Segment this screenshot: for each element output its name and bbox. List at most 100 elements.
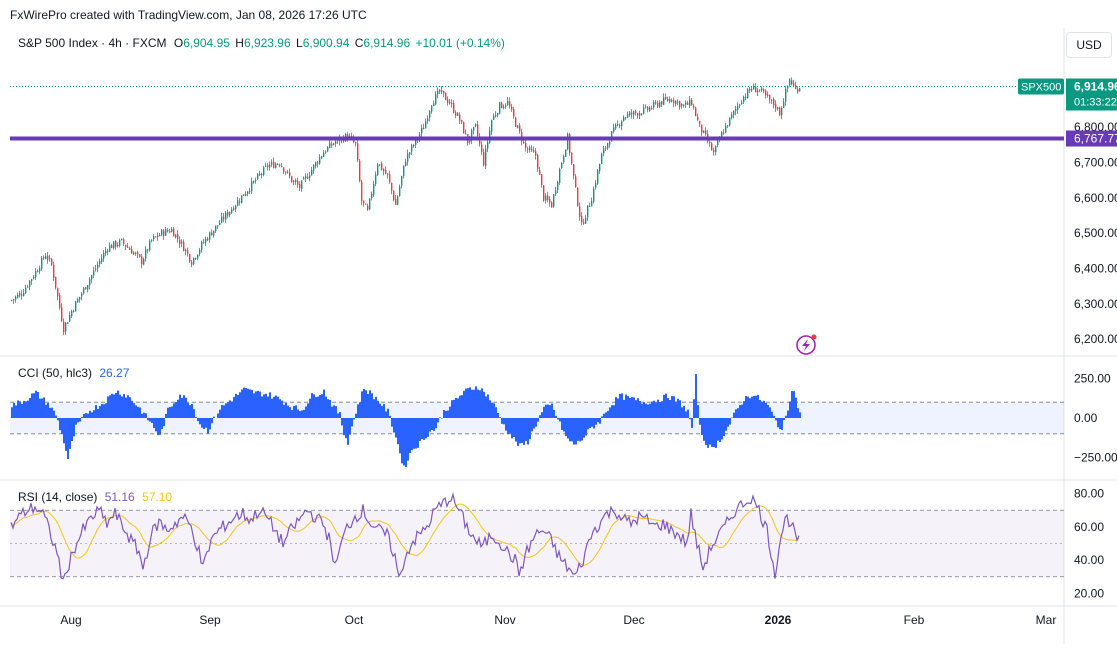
cci-bar — [189, 405, 191, 418]
cci-bar — [655, 403, 657, 418]
cci-bar — [675, 402, 677, 418]
candle-body — [607, 143, 608, 148]
candle-body — [589, 206, 590, 207]
candle-body — [113, 241, 114, 248]
currency-button[interactable]: USD — [1066, 32, 1112, 58]
cci-bar — [493, 403, 495, 418]
cci-bar — [729, 418, 731, 424]
cci-bar — [645, 404, 647, 418]
candle-body — [799, 88, 800, 91]
cci-bar — [525, 418, 527, 441]
rsi-axis-tick: 80.00 — [1074, 487, 1104, 501]
candle-body — [97, 265, 98, 268]
candle-body — [647, 107, 648, 110]
cci-bar — [463, 391, 465, 418]
cci-bar — [411, 418, 413, 450]
symbol-name[interactable]: S&P 500 Index · 4h · FXCM — [18, 36, 167, 50]
cci-bar — [403, 418, 405, 465]
candle-body — [481, 145, 482, 152]
lightning-alert-icon[interactable] — [797, 335, 817, 355]
candle-body — [675, 101, 676, 104]
cci-bar — [799, 412, 801, 418]
cci-bar — [663, 395, 665, 418]
candle-body — [57, 288, 58, 296]
candle-body — [63, 322, 64, 333]
cci-bar — [587, 418, 589, 429]
candle-body — [699, 121, 700, 124]
candle-body — [381, 163, 382, 170]
cci-bar — [665, 394, 667, 418]
candle-body — [453, 103, 454, 113]
candle-body — [677, 102, 678, 103]
candle-body — [69, 315, 70, 322]
candle-body — [131, 249, 132, 253]
candle-body — [663, 98, 664, 105]
candle-body — [583, 222, 584, 224]
candle-body — [625, 117, 626, 118]
candle-body — [559, 169, 560, 183]
candle-body — [629, 112, 630, 114]
cci-bar — [281, 401, 283, 418]
candle-body — [59, 295, 60, 307]
time-axis-tick: Dec — [623, 613, 644, 627]
cci-bar — [539, 415, 541, 418]
cci-bar — [717, 418, 719, 441]
cci-bar — [439, 417, 441, 418]
candle-body — [727, 125, 728, 126]
candle-body — [137, 252, 138, 254]
candle-body — [571, 153, 572, 164]
candle-body — [407, 154, 408, 162]
candle-body — [271, 162, 272, 164]
cci-bar — [613, 405, 615, 418]
cci-bar — [523, 418, 525, 445]
candle-body — [509, 101, 510, 106]
cci-bar — [225, 403, 227, 418]
candle-body — [631, 113, 632, 115]
rsi-legend[interactable]: RSI (14, close) 51.16 57.10 — [18, 490, 172, 504]
candle-body — [365, 204, 366, 205]
cci-bar — [169, 407, 171, 418]
candle-body — [91, 275, 92, 279]
candle-body — [579, 206, 580, 216]
cci-bar — [133, 403, 135, 418]
candle-body — [287, 172, 288, 173]
cci-bar — [233, 397, 235, 418]
candle-body — [581, 216, 582, 222]
candle-body — [585, 218, 586, 223]
cci-bar — [473, 390, 475, 418]
cci-bar — [269, 392, 271, 418]
cci-bar — [289, 407, 291, 418]
price-change: +10.01 (+0.14%) — [415, 36, 504, 50]
cci-bar — [617, 398, 619, 418]
cci-bar — [723, 418, 725, 436]
cci-legend[interactable]: CCI (50, hlc3) 26.27 — [18, 366, 129, 380]
candle-body — [635, 111, 636, 113]
cci-bar — [317, 397, 319, 418]
candle-body — [633, 111, 634, 115]
time-axis-tick: Aug — [60, 613, 81, 627]
candle-body — [303, 178, 304, 180]
cci-bar — [551, 404, 553, 418]
cci-bar — [591, 418, 593, 427]
candle-body — [659, 102, 660, 107]
cci-bar — [315, 397, 317, 418]
candle-body — [755, 87, 756, 93]
cci-bar — [121, 396, 123, 418]
candle-body — [655, 103, 656, 104]
candle-body — [273, 162, 274, 168]
candle-body — [745, 97, 746, 98]
cci-bar — [37, 392, 39, 418]
candle-body — [79, 297, 80, 300]
candle-body — [157, 236, 158, 237]
candle-body — [11, 300, 12, 301]
candle-body — [17, 295, 18, 298]
cci-bar — [459, 396, 461, 418]
cci-bar — [391, 418, 393, 427]
candle-body — [785, 89, 786, 102]
rsi-axis-tick: 20.00 — [1074, 586, 1104, 600]
cci-bar — [183, 395, 185, 418]
candle-body — [561, 163, 562, 168]
cci-bar — [749, 398, 751, 418]
